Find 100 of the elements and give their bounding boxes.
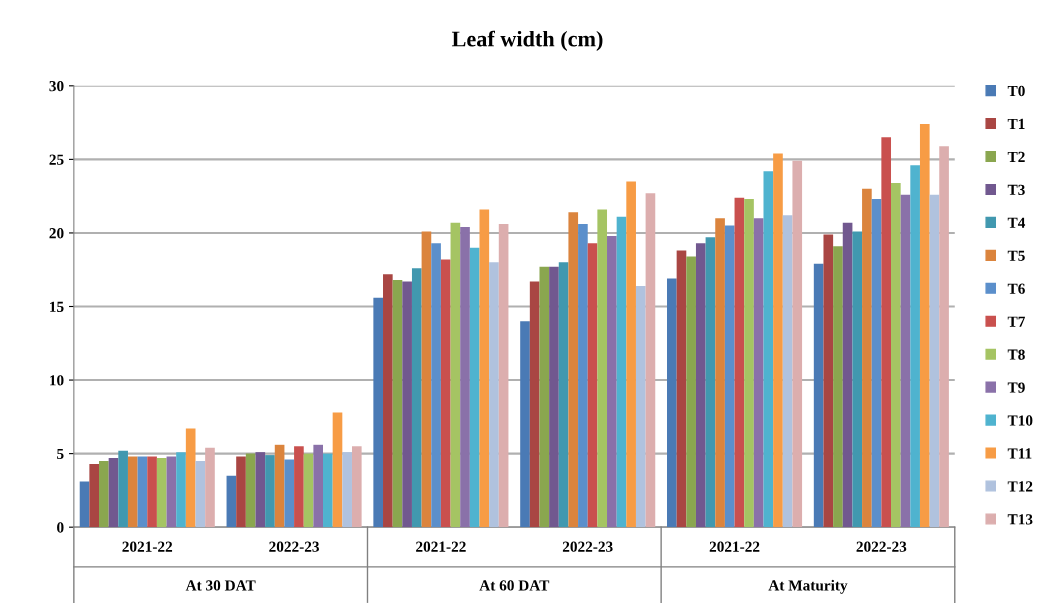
legend-label: T1 <box>1007 118 1025 129</box>
bar <box>753 218 764 528</box>
bar <box>607 235 617 528</box>
bar <box>792 160 803 528</box>
bar <box>529 281 540 528</box>
legend-label: T2 <box>1007 151 1025 162</box>
legend-label: T5 <box>1007 250 1025 261</box>
legend-label: T12 <box>1007 481 1033 492</box>
bar <box>118 450 128 528</box>
bar <box>578 224 588 528</box>
bar <box>587 243 598 528</box>
bar <box>724 225 735 528</box>
bar <box>823 234 834 528</box>
bar <box>635 285 646 528</box>
bar <box>498 224 509 528</box>
legend-label: T3 <box>1007 184 1025 195</box>
bar <box>919 124 930 528</box>
bar <box>782 215 793 528</box>
bar <box>176 452 186 528</box>
legend-label: T9 <box>1007 382 1025 393</box>
bar <box>695 243 706 528</box>
y-tick-label: 25 <box>49 154 64 165</box>
bar <box>108 458 119 528</box>
bar <box>294 446 304 528</box>
legend-label: T8 <box>1007 349 1025 360</box>
bar <box>373 297 384 528</box>
bar <box>166 456 177 528</box>
bar <box>274 444 285 528</box>
bar <box>939 146 949 528</box>
x-tick-label: 2022-23 <box>856 541 907 552</box>
bar <box>715 218 725 528</box>
bar <box>734 197 745 528</box>
bar <box>489 262 499 528</box>
bar <box>686 256 696 528</box>
legend-label: T6 <box>1007 283 1025 294</box>
bar <box>255 452 266 528</box>
bar <box>79 481 90 528</box>
chart-title: Leaf width (cm) <box>451 30 603 52</box>
bar <box>813 263 824 528</box>
y-tick-label: 5 <box>57 448 64 460</box>
bar <box>99 460 109 528</box>
bar <box>245 453 256 528</box>
bar <box>929 194 940 528</box>
bar <box>645 193 656 528</box>
text: At 60 DAT <box>479 580 550 591</box>
bar <box>89 463 100 528</box>
bar <box>469 247 480 528</box>
bar <box>833 246 843 528</box>
bar <box>558 262 569 528</box>
bar <box>891 182 901 528</box>
text: At 30 DAT <box>185 580 256 591</box>
bar <box>763 171 774 528</box>
x-tick-label: 2022-23 <box>269 541 320 552</box>
bar <box>871 199 882 528</box>
text: At Maturity <box>768 579 848 594</box>
bar <box>479 209 490 528</box>
bar <box>616 216 627 528</box>
bar <box>392 280 403 528</box>
x-tick-label: 2021-22 <box>122 541 173 552</box>
bar <box>236 456 246 528</box>
bar <box>862 188 872 528</box>
x-tick-label: 2021-22 <box>416 541 466 552</box>
bar <box>402 281 412 528</box>
x-tick-label: 2022-23 <box>562 541 613 552</box>
bar <box>676 250 687 528</box>
y-tick-label: 10 <box>50 375 64 386</box>
bar <box>313 444 324 528</box>
bar <box>284 459 295 528</box>
bar <box>431 243 441 528</box>
bar <box>667 278 677 528</box>
y-tick-label: 0 <box>57 522 64 533</box>
bar <box>351 446 362 528</box>
x-tick-label: 2021-22 <box>709 541 760 552</box>
legend-label: T4 <box>1007 217 1026 228</box>
bar <box>127 456 138 528</box>
legend-label: T11 <box>1007 448 1032 459</box>
bar <box>137 456 148 528</box>
bar <box>881 137 892 528</box>
bar <box>842 222 853 528</box>
y-tick-label: 20 <box>49 228 64 239</box>
bar <box>332 412 343 528</box>
bar <box>900 194 911 528</box>
bar <box>265 455 275 528</box>
bar <box>852 231 863 528</box>
bar <box>549 266 559 528</box>
bar <box>744 199 754 528</box>
bar <box>520 321 530 528</box>
y-tick-label: 30 <box>49 80 64 92</box>
bar <box>205 447 215 528</box>
bar <box>626 181 636 528</box>
bar <box>226 475 237 528</box>
legend-label: T10 <box>1007 415 1033 426</box>
bar <box>421 231 432 528</box>
bar <box>195 460 206 528</box>
bar <box>773 153 783 528</box>
bar <box>539 266 550 528</box>
bar <box>323 453 333 528</box>
bar <box>147 456 157 528</box>
bar <box>303 453 314 528</box>
legend-label: T13 <box>1007 514 1033 525</box>
